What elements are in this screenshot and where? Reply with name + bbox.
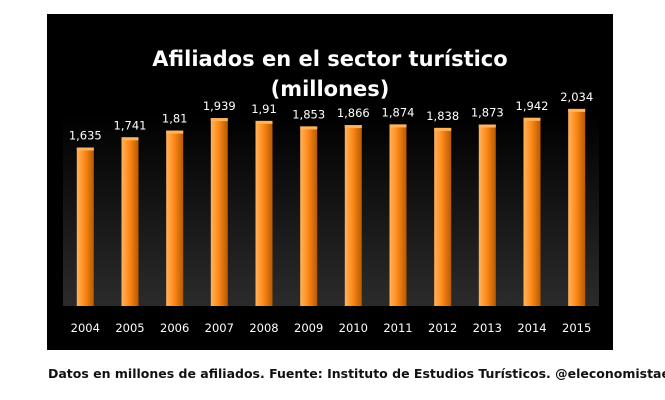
x-tick-2005: 2005 (115, 321, 144, 335)
value-labels-group: 1,635 1,741 1,81 1,939 1,91 1,853 1,866 1,874 1,… (69, 90, 593, 143)
value-label-2005: 1,741 (114, 118, 147, 132)
value-label-2008: 1,91 (251, 102, 277, 116)
x-tick-2004: 2004 (71, 321, 100, 335)
x-tick-2011: 2011 (383, 321, 412, 335)
bar-2005 (121, 137, 139, 306)
value-label-2013: 1,873 (471, 106, 504, 120)
value-label-2014: 1,942 (516, 99, 549, 113)
chart-title: Afiliados en el sector turístico (152, 47, 507, 71)
x-tick-2008: 2008 (249, 321, 278, 335)
bar-chart: Afiliados en el sector turístico (millon… (63, 47, 599, 335)
bar-2008 (255, 120, 273, 307)
x-tick-2015: 2015 (562, 321, 591, 335)
bar-2004 (76, 147, 94, 306)
bar-top-2011 (389, 124, 407, 128)
chart-panel: Afiliados en el sector turístico (millon… (47, 14, 613, 350)
bar-top-2004 (76, 147, 94, 151)
bar-2015 (568, 108, 586, 307)
value-label-2011: 1,874 (382, 105, 415, 119)
bar-2010 (344, 125, 362, 306)
x-tick-2009: 2009 (294, 321, 323, 335)
value-label-2006: 1,81 (162, 112, 188, 126)
bar-top-2006 (166, 130, 184, 134)
bar-2006 (166, 130, 184, 306)
value-label-2009: 1,853 (292, 107, 325, 121)
x-tick-2010: 2010 (339, 321, 368, 335)
bar-top-2005 (121, 137, 139, 141)
bar-2012 (434, 127, 452, 307)
x-tick-2006: 2006 (160, 321, 189, 335)
bar-2013 (478, 124, 496, 306)
bar-2009 (300, 126, 318, 307)
source-caption: Datos en millones de afiliados. Fuente: … (48, 366, 665, 381)
bar-top-2015 (568, 108, 586, 112)
bar-top-2013 (478, 124, 496, 128)
x-tick-2013: 2013 (473, 321, 502, 335)
bar-top-2010 (344, 125, 362, 129)
bar-top-2008 (255, 120, 273, 124)
chart-subtitle: (millones) (271, 77, 390, 101)
bar-2011 (389, 124, 407, 307)
x-tick-2012: 2012 (428, 321, 457, 335)
bar-top-2012 (434, 127, 452, 131)
value-label-2004: 1,635 (69, 129, 102, 143)
x-tick-2007: 2007 (205, 321, 234, 335)
x-tick-2014: 2014 (517, 321, 546, 335)
value-label-2010: 1,866 (337, 106, 370, 120)
bar-top-2007 (210, 118, 228, 122)
plot-area (63, 114, 599, 306)
bar-2014 (523, 117, 541, 306)
bar-2007 (210, 118, 228, 306)
bar-top-2014 (523, 117, 541, 121)
x-tick-labels-group: 2004 2005 2006 2007 2008 2009 2010 2011 2012 2013… (71, 321, 592, 335)
value-label-2015: 2,034 (560, 90, 593, 104)
value-label-2007: 1,939 (203, 99, 236, 113)
bars-group (76, 108, 586, 307)
value-label-2012: 1,838 (426, 109, 459, 123)
bar-top-2009 (300, 126, 318, 130)
